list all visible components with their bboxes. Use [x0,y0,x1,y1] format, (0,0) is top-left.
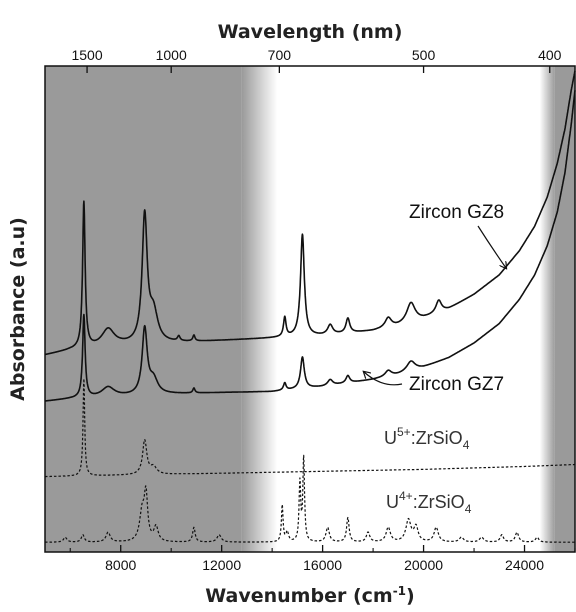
top-tick-label: 700 [268,47,292,63]
u4-sub: 4 [465,502,472,516]
x-tick-label: 16000 [303,557,342,573]
y-axis-title: Absorbance (a.u) [7,217,29,401]
shaded-region-left [45,66,242,552]
x-axis-title-sup: -1 [393,584,406,598]
series-arrow-gz7 [364,372,403,386]
u5-sup: 5+ [397,425,411,439]
x-axis-title-text: Wavenumber (cm [205,585,392,607]
shaded-regions [45,66,575,552]
shaded-region-left-fade [241,66,278,552]
series-line-3 [44,454,576,543]
series-label-u5: U5+:ZrSiO4 [384,425,470,452]
top-tick-label: 500 [412,47,436,63]
u5-prefix: U [384,428,397,448]
series-line-0 [44,70,576,356]
series-label-gz8: Zircon GZ8 [409,202,504,223]
shaded-region-right-fade [539,66,555,552]
x-axis-title: Wavenumber (cm-1) [205,584,414,607]
u4-sup: 4+ [399,489,413,503]
series-line-2 [44,378,576,478]
top-tick-label: 400 [538,47,562,63]
plot-frame [44,65,576,553]
u5-mid: :ZrSiO [411,428,463,448]
series-layer [44,70,576,543]
series-arrow-gz8 [477,225,506,268]
x-tick-label: 24000 [505,557,544,573]
shaded-region-right [554,66,575,552]
x-tick-label: 20000 [404,557,443,573]
u4-prefix: U [386,492,399,512]
series-line-1 [44,90,576,402]
top-tick-label: 1500 [71,47,102,63]
x-tick-label: 8000 [105,557,136,573]
series-label-u4: U4+:ZrSiO4 [386,489,472,516]
series-label-gz7: Zircon GZ7 [409,374,504,395]
top-tick-label: 1000 [156,47,187,63]
x-tick-label: 12000 [202,557,241,573]
u4-mid: :ZrSiO [413,492,465,512]
x-axis-title-close: ) [406,585,415,607]
u5-sub: 4 [463,438,470,452]
bottom-axis-ticks: 8000 12000 16000 20000 24000 [69,545,576,573]
top-axis-title: Wavelength (nm) [218,21,403,43]
top-axis-ticks: 1500 1000 700 500 400 [71,47,562,73]
